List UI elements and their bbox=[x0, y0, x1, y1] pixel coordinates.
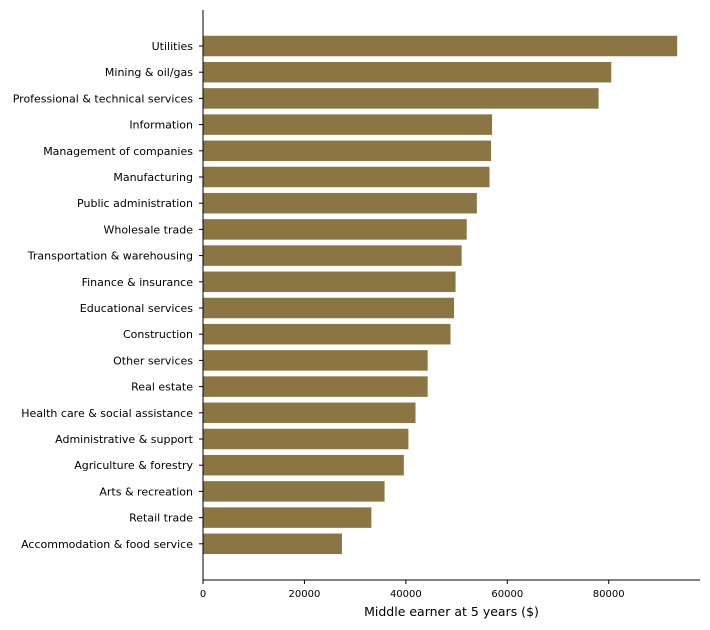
category-label: Accommodation & food service bbox=[21, 538, 193, 551]
bar bbox=[203, 166, 490, 188]
category-label: Agriculture & forestry bbox=[74, 459, 193, 472]
category-label: Professional & technical services bbox=[13, 92, 194, 105]
bar bbox=[203, 533, 342, 555]
x-tick-label: 0 bbox=[200, 589, 206, 600]
category-label: Mining & oil/gas bbox=[105, 66, 193, 79]
category-label: Administrative & support bbox=[55, 433, 194, 446]
bar bbox=[203, 271, 456, 293]
bar bbox=[203, 61, 612, 83]
bar bbox=[203, 114, 493, 135]
category-label: Finance & insurance bbox=[82, 276, 194, 289]
bar bbox=[203, 35, 678, 57]
category-label: Public administration bbox=[77, 197, 193, 210]
category-labels: Utilities Mining & oil/gas Professional & … bbox=[13, 40, 203, 551]
bar bbox=[203, 507, 372, 528]
bar bbox=[203, 454, 404, 476]
category-label: Arts & recreation bbox=[99, 485, 193, 498]
x-axis-label: Middle earner at 5 years ($) bbox=[364, 604, 539, 619]
x-tick-label: 60000 bbox=[491, 589, 523, 600]
x-axis-ticks: 0 20000 40000 60000 80000 bbox=[200, 580, 625, 600]
bar bbox=[203, 245, 462, 266]
category-label: Real estate bbox=[131, 381, 193, 394]
bar bbox=[203, 350, 428, 371]
category-label: Wholesale trade bbox=[103, 223, 193, 236]
bar bbox=[203, 88, 599, 109]
bar bbox=[203, 219, 467, 240]
bar bbox=[203, 402, 416, 424]
bar bbox=[203, 192, 477, 214]
category-label: Utilities bbox=[152, 40, 194, 53]
category-label: Other services bbox=[113, 354, 193, 367]
x-tick-label: 20000 bbox=[289, 589, 321, 600]
bar bbox=[203, 376, 428, 397]
bar bbox=[203, 481, 385, 502]
category-label: Retail trade bbox=[129, 512, 193, 525]
category-label: Information bbox=[129, 119, 193, 132]
category-label: Health care & social assistance bbox=[21, 407, 193, 420]
bar bbox=[203, 323, 451, 345]
category-label: Educational services bbox=[80, 302, 193, 315]
category-label: Transportation & warehousing bbox=[27, 250, 193, 263]
category-label: Manufacturing bbox=[113, 171, 193, 184]
bar bbox=[203, 140, 492, 162]
x-tick-label: 80000 bbox=[593, 589, 625, 600]
x-tick-label: 40000 bbox=[390, 589, 422, 600]
bar bbox=[203, 297, 455, 319]
category-label: Construction bbox=[123, 328, 193, 341]
bars-group bbox=[203, 35, 678, 555]
bar bbox=[203, 428, 409, 450]
category-label: Management of companies bbox=[43, 145, 193, 158]
